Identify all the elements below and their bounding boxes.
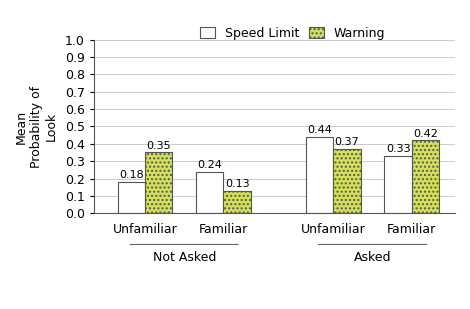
Bar <box>145 152 172 213</box>
Text: 0.42: 0.42 <box>413 129 438 139</box>
Text: 0.24: 0.24 <box>197 160 222 170</box>
Text: 0.18: 0.18 <box>119 170 144 180</box>
Bar <box>196 171 223 213</box>
Legend: Speed Limit, Warning: Speed Limit, Warning <box>196 23 389 44</box>
Text: Asked: Asked <box>354 252 392 265</box>
Text: 0.44: 0.44 <box>307 125 332 135</box>
Text: 0.33: 0.33 <box>386 144 410 154</box>
Y-axis label: Mean
Probability of
Look: Mean Probability of Look <box>15 85 58 167</box>
Bar <box>333 149 361 213</box>
Bar <box>412 140 439 213</box>
Text: Not Asked: Not Asked <box>153 252 216 265</box>
Bar <box>223 191 251 213</box>
Text: 0.13: 0.13 <box>225 179 250 189</box>
Bar <box>384 156 412 213</box>
Bar <box>306 137 333 213</box>
Text: 0.37: 0.37 <box>335 137 360 147</box>
Bar <box>118 182 145 213</box>
Text: 0.35: 0.35 <box>147 141 171 151</box>
